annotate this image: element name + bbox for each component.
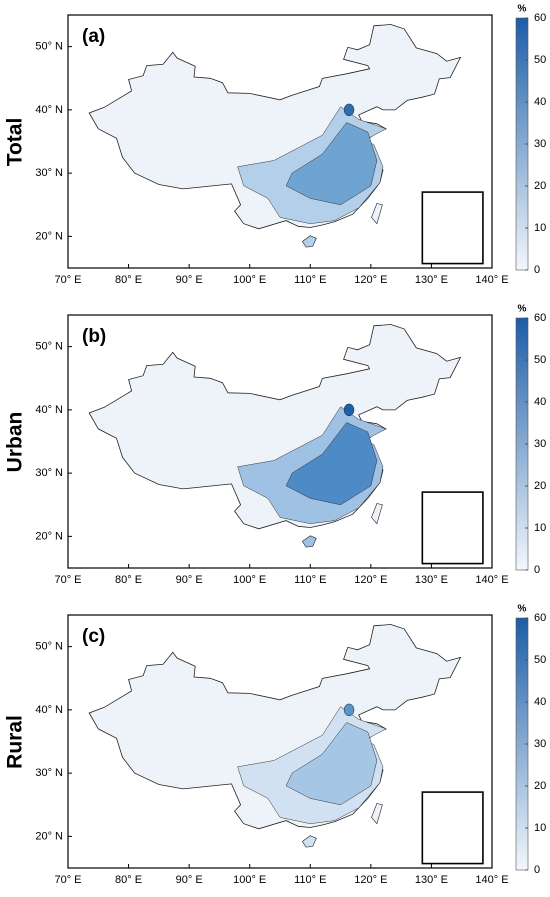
colorbar-tick-label: 20 [534,480,546,492]
colorbar-tick-label: 60 [534,12,546,24]
x-tick-label: 130° E [415,874,448,886]
colorbar-tick-label: 0 [534,264,540,276]
colorbar-tick-label: 60 [534,312,546,324]
colorbar-tick-label: 50 [534,654,546,666]
colorbar-tick-label: 0 [534,564,540,576]
row-label: Total [4,118,27,167]
map-panel [67,14,493,269]
x-tick-label: 70° E [54,874,81,886]
colorbar-tick-label: 50 [534,354,546,366]
x-tick-label: 140° E [475,574,508,586]
x-tick-label: 120° E [354,274,387,286]
y-tick-label: 20° N [35,530,63,542]
x-tick-label: 80° E [115,274,142,286]
colorbar-tick-label: 10 [534,222,546,234]
colorbar-tick-label: 10 [534,522,546,534]
island [301,235,317,248]
map-panel [67,614,493,869]
colorbar-tick-label: 30 [534,738,546,750]
island [371,803,383,825]
region-shading [343,703,355,717]
y-tick-label: 40° N [35,404,63,416]
x-tick-label: 90° E [176,874,203,886]
island [301,835,317,848]
region-shading [285,422,378,506]
y-tick-label: 40° N [35,104,63,116]
region-shading [285,722,378,806]
x-tick-label: 80° E [115,874,142,886]
x-tick-label: 70° E [54,574,81,586]
colorbar-tick-label: 50 [534,54,546,66]
panel-letter: (c) [82,626,105,647]
colorbar-label: % [518,604,527,615]
colorbar-tick-label: 0 [534,864,540,876]
region-shading [285,122,378,206]
region-shading [343,403,355,417]
region-shading [343,103,355,117]
colorbar-tick-label: 40 [534,96,546,108]
x-tick-label: 120° E [354,874,387,886]
colorbar-tick-label: 60 [534,612,546,624]
island [371,203,383,225]
x-tick-label: 80° E [115,574,142,586]
x-tick-label: 110° E [294,574,326,586]
x-tick-label: 90° E [176,574,203,586]
y-tick-label: 50° N [35,341,63,353]
panel-letter: (a) [82,26,105,47]
x-tick-label: 140° E [475,874,508,886]
y-tick-label: 50° N [35,641,63,653]
x-tick-label: 100° E [233,274,266,286]
colorbar-tick-label: 20 [534,780,546,792]
x-tick-label: 120° E [354,574,387,586]
y-tick-label: 20° N [35,830,63,842]
x-tick-label: 110° E [294,874,326,886]
panel-letter: (b) [82,326,106,347]
island [371,503,383,525]
y-tick-label: 30° N [35,167,63,179]
x-tick-label: 130° E [415,574,448,586]
y-tick-label: 30° N [35,767,63,779]
map-panel [67,314,493,569]
colorbar-tick-label: 40 [534,396,546,408]
row-label: Rural [4,715,27,769]
colorbar-label: % [518,304,527,315]
x-tick-label: 100° E [233,574,266,586]
inset-box [421,791,484,865]
colorbar-tick-label: 40 [534,696,546,708]
x-tick-label: 140° E [475,274,508,286]
x-tick-label: 130° E [415,274,448,286]
x-tick-label: 90° E [176,274,203,286]
colorbar-tick-label: 30 [534,138,546,150]
x-tick-label: 70° E [54,274,81,286]
colorbar-tick-label: 30 [534,438,546,450]
y-tick-label: 40° N [35,704,63,716]
island [301,535,317,548]
colorbar-tick-label: 20 [534,180,546,192]
x-tick-label: 110° E [294,274,326,286]
y-tick-label: 50° N [35,41,63,53]
row-label: Urban [4,412,27,473]
colorbar-tick-label: 10 [534,822,546,834]
colorbar-label: % [518,4,527,15]
y-tick-label: 20° N [35,230,63,242]
inset-box [421,491,484,565]
x-tick-label: 100° E [233,874,266,886]
y-tick-label: 30° N [35,467,63,479]
inset-box [421,191,484,265]
